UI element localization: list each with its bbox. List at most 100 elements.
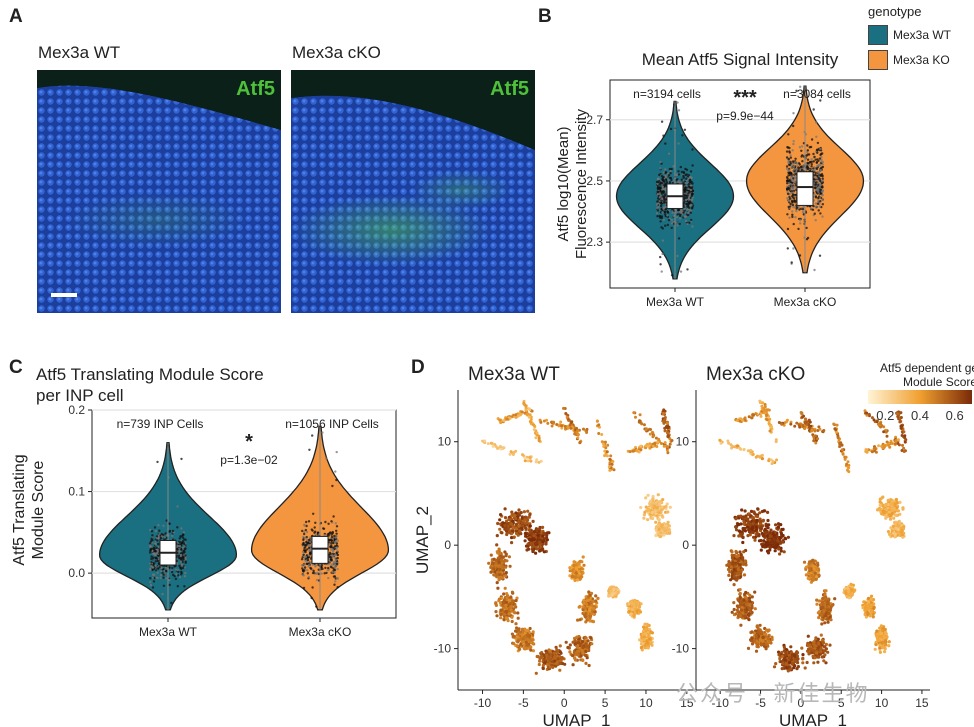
data-point [165, 519, 168, 522]
data-point [789, 202, 792, 206]
data-point [794, 216, 797, 219]
data-point [317, 568, 320, 571]
data-point [149, 528, 152, 532]
data-point [149, 551, 152, 554]
umap-point [597, 423, 601, 427]
data-point [333, 554, 337, 557]
data-point [685, 196, 688, 200]
umap-point [523, 459, 527, 463]
legend-label-ko: Mex3a KO [893, 53, 950, 67]
data-point [798, 163, 801, 166]
data-point [676, 180, 680, 184]
data-point [178, 576, 182, 579]
data-point [320, 572, 323, 575]
data-point [820, 160, 823, 163]
data-point [154, 542, 157, 545]
data-point [659, 160, 662, 164]
data-point [800, 149, 803, 152]
umap-point [516, 616, 520, 620]
umap-point [575, 635, 579, 639]
data-point [665, 175, 668, 179]
umap-point [505, 559, 509, 563]
data-point [333, 534, 336, 538]
data-point [684, 186, 687, 189]
umap-point [534, 551, 538, 555]
data-point [178, 549, 181, 553]
umap-point [498, 573, 502, 577]
umap-point [514, 413, 518, 417]
umap-point [535, 431, 539, 435]
data-point [795, 162, 799, 165]
data-point [660, 192, 664, 195]
data-point [177, 570, 180, 574]
data-point [335, 562, 339, 566]
data-point [162, 567, 165, 571]
umap-point [505, 592, 509, 596]
data-point [150, 547, 153, 550]
umap-point [527, 515, 531, 519]
umap-point [546, 421, 550, 425]
data-point [183, 575, 187, 578]
data-point [798, 254, 802, 257]
umap-point [589, 636, 593, 640]
data-point [306, 558, 310, 562]
data-point [813, 212, 816, 215]
umap-point [580, 640, 585, 644]
umap-point [529, 648, 533, 652]
data-point [170, 570, 174, 574]
umap-point [584, 661, 588, 665]
data-point [315, 572, 319, 575]
umap-point [520, 517, 524, 521]
data-point [181, 566, 185, 570]
umap-point [579, 654, 583, 658]
y-axis-label-line1: Atf5 log10(Mean) [555, 126, 572, 241]
umap-point [554, 664, 558, 668]
umap-point [504, 600, 508, 605]
data-point [324, 566, 327, 570]
umap-point [604, 446, 608, 450]
legend-label-wt: Mex3a WT [893, 28, 952, 42]
umap-point [555, 649, 559, 653]
umap-point [495, 581, 499, 585]
umap-point [529, 459, 533, 463]
data-point [808, 146, 811, 149]
umap-point [509, 450, 513, 454]
umap-point [646, 518, 650, 522]
data-point [301, 567, 304, 570]
umap-point [499, 513, 503, 517]
data-point [333, 540, 337, 544]
umap-point [605, 450, 609, 454]
data-point [333, 545, 337, 548]
umap-point [494, 610, 498, 614]
data-point [689, 184, 693, 187]
umap-point [510, 536, 514, 540]
umap-point [511, 519, 515, 523]
umap-point [517, 513, 521, 517]
data-point [152, 556, 155, 559]
umap-point [510, 529, 515, 533]
umap-point [540, 547, 544, 551]
umap-point [518, 529, 522, 533]
umap-point [498, 567, 502, 571]
data-point [664, 184, 667, 187]
data-point [686, 202, 689, 206]
umap-point [526, 509, 530, 513]
data-point [181, 540, 185, 543]
data-point [680, 181, 683, 184]
umap-point [603, 454, 607, 458]
data-point [670, 226, 673, 230]
umap-point [534, 545, 538, 549]
data-point [161, 592, 164, 596]
umap-point [510, 619, 514, 624]
umap-point [590, 642, 594, 646]
data-point [792, 124, 795, 128]
significance-stars: * [245, 431, 253, 453]
umap-point [528, 524, 532, 528]
data-point [309, 567, 313, 570]
data-point [152, 547, 155, 551]
umap-point [651, 494, 655, 499]
data-point [813, 193, 816, 196]
data-point [178, 556, 182, 560]
data-point [789, 160, 792, 164]
data-point [330, 520, 333, 523]
